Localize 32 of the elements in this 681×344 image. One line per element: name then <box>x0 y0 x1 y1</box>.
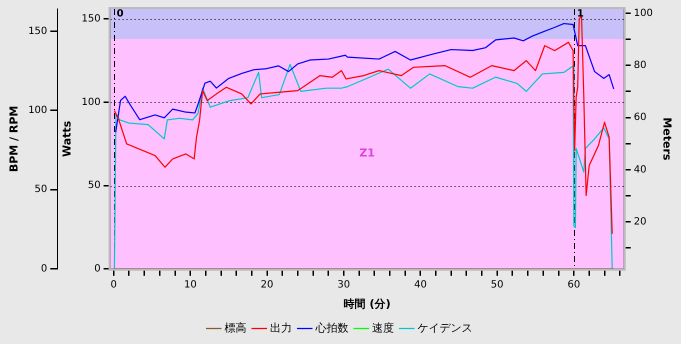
y-tick-label: 0 <box>94 263 101 274</box>
legend-label: 心拍数 <box>314 321 348 334</box>
y3-tick-label: 50 <box>34 184 48 196</box>
y2-tick-label: 40 <box>634 164 646 176</box>
x-tick-label: 30 <box>337 279 350 290</box>
y3-tick-label: 100 <box>28 104 48 116</box>
legend-label: 標高 <box>224 321 246 334</box>
x-tick-label: 20 <box>260 279 274 290</box>
y2-tick-label: 20 <box>634 216 646 228</box>
y2-tick-label: 60 <box>634 112 646 124</box>
y3-tick-label: 0 <box>40 263 48 274</box>
y2-tick-label: 80 <box>634 60 646 71</box>
y-axis-title: Watts <box>60 120 74 158</box>
x-tick-label: 40 <box>414 279 427 290</box>
x-tick-label: 0 <box>110 279 117 290</box>
x-tick-label: 60 <box>567 279 580 290</box>
x-tick-label: 10 <box>184 279 197 290</box>
y2-axis-title: Meters <box>660 117 674 161</box>
y2-tick-label: 100 <box>634 8 653 19</box>
legend-label: ケイデンス <box>417 321 472 334</box>
y-tick-label: 150 <box>81 14 101 25</box>
y3-axis-title: BPM / RPM <box>7 106 20 172</box>
annotation: 1 <box>576 8 584 20</box>
x-axis-title: 時間 (分) <box>344 297 391 310</box>
legend-label: 出力 <box>270 321 292 334</box>
x-tick-label: 50 <box>490 279 504 290</box>
band-label: Z1 <box>359 146 375 160</box>
annotation: 0 <box>116 8 124 20</box>
y-tick-label: 100 <box>81 96 101 108</box>
y-tick-label: 50 <box>88 180 101 192</box>
legend-label: 速度 <box>372 321 394 334</box>
y3-tick-label: 150 <box>28 26 48 37</box>
